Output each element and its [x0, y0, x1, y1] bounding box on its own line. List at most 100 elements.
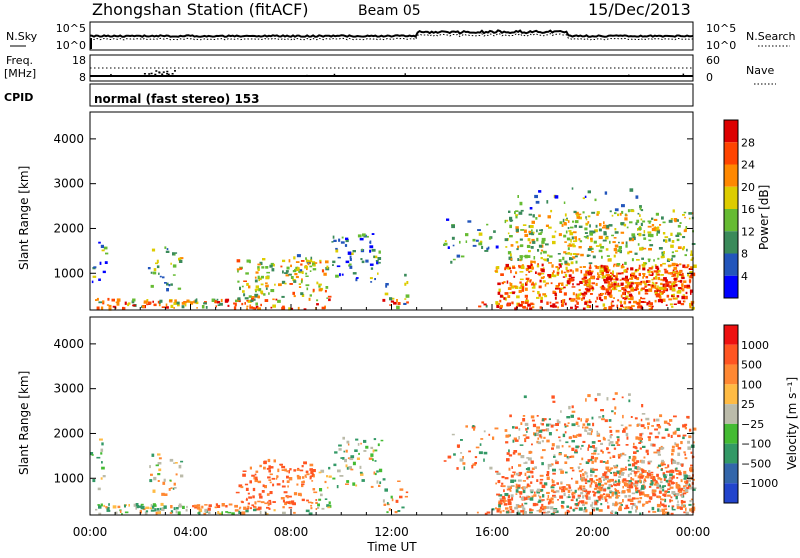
velocity-cell	[675, 493, 680, 496]
velocity-cell	[297, 476, 301, 480]
power-cell	[554, 292, 557, 296]
power-cell	[504, 267, 507, 271]
velocity-cell	[541, 429, 546, 432]
velocity-cell	[557, 499, 559, 501]
power-cell	[621, 241, 624, 245]
velocity-cell	[175, 507, 179, 510]
velocity-cell	[609, 456, 612, 459]
velocity-cell	[262, 484, 265, 488]
power-cell	[617, 282, 620, 286]
power-cell	[689, 289, 693, 293]
power-cell	[404, 273, 407, 277]
velocity-cell	[170, 487, 173, 489]
power-cell	[615, 251, 618, 254]
velocity-cell	[671, 505, 675, 508]
power-cell	[642, 280, 646, 284]
velocity-cell	[652, 493, 655, 497]
velocity-cell	[671, 491, 676, 495]
power-cell	[668, 298, 673, 301]
velocity-cell	[594, 491, 597, 494]
power-cell	[671, 240, 675, 243]
power-cell	[657, 257, 660, 260]
velocity-cell	[609, 490, 613, 492]
velocity-cell	[529, 489, 534, 492]
power-cell	[664, 270, 669, 274]
velocity-cell	[631, 470, 635, 472]
power-cell	[638, 264, 641, 268]
power-cell	[558, 259, 562, 262]
power-cell	[290, 276, 294, 279]
freq-dot	[404, 73, 406, 75]
velocity-cell	[649, 432, 653, 435]
power-cell	[664, 283, 667, 287]
velocity-cell	[570, 489, 573, 492]
velocity-cell	[249, 480, 252, 484]
velocity-cell	[535, 432, 540, 436]
velocity-cell	[605, 493, 610, 496]
power-cell	[259, 261, 263, 266]
velocity-cell	[577, 501, 580, 505]
power-cell	[611, 283, 614, 288]
velocity-cell	[546, 491, 550, 494]
velocity-cell	[252, 487, 256, 492]
velocity-cell	[522, 418, 526, 422]
power-cell	[519, 286, 522, 289]
power-cell	[574, 307, 577, 310]
power-cell	[530, 302, 534, 305]
power-cell	[318, 285, 321, 288]
velocity-cell	[507, 498, 511, 502]
velocity-cell	[504, 477, 509, 480]
power-cell	[640, 296, 642, 299]
velocity-cell	[615, 496, 619, 499]
power-cell	[620, 282, 624, 286]
velocity-cell	[338, 444, 342, 447]
velocity-cell	[346, 466, 350, 470]
velocity-cell	[208, 504, 212, 508]
power-cell	[325, 260, 329, 264]
power-cell	[369, 249, 372, 253]
power-cell	[378, 250, 381, 254]
velocity-cell	[156, 508, 160, 511]
velocity-cell	[264, 502, 268, 505]
power-cell	[324, 289, 327, 293]
velocity-cell	[652, 477, 656, 480]
power-cell	[254, 276, 257, 279]
velocity-cell	[512, 426, 515, 429]
power-cell	[598, 228, 602, 232]
velocity-cell	[504, 429, 508, 432]
power-cell	[555, 301, 559, 304]
power-cell	[559, 221, 563, 225]
power-cell	[195, 301, 199, 305]
velocity-cell	[591, 452, 594, 455]
beam-label: Beam 05	[358, 3, 421, 19]
velocity-cell	[317, 503, 320, 507]
velocity-cell	[621, 452, 625, 455]
power-cell	[572, 292, 575, 296]
velocity-cell	[509, 505, 513, 509]
power-cell	[647, 284, 651, 286]
velocity-cell	[547, 466, 550, 470]
power-cell	[589, 224, 591, 228]
velocity-cell	[100, 477, 103, 480]
power-cell	[292, 279, 296, 281]
power-cell	[164, 246, 167, 249]
nsky-tick-bottom: 10^0	[56, 39, 86, 52]
velocity-cell	[517, 505, 522, 508]
power-cell	[662, 221, 666, 224]
power-cell	[668, 258, 672, 261]
power-cell	[257, 268, 260, 271]
power-cell	[260, 303, 262, 307]
velocity-cell	[609, 491, 613, 494]
power-cell	[617, 213, 619, 217]
power-cell	[564, 260, 568, 264]
velocity-cell	[168, 488, 171, 491]
velocity-cell	[582, 495, 585, 499]
power-cell	[132, 298, 136, 302]
power-cell	[581, 277, 585, 280]
velocity-cell	[632, 445, 637, 449]
velocity-cell	[128, 504, 130, 507]
velocity-cell	[288, 506, 293, 509]
power-cell	[565, 218, 568, 221]
power-cell	[637, 228, 639, 231]
power-cell	[203, 302, 207, 305]
